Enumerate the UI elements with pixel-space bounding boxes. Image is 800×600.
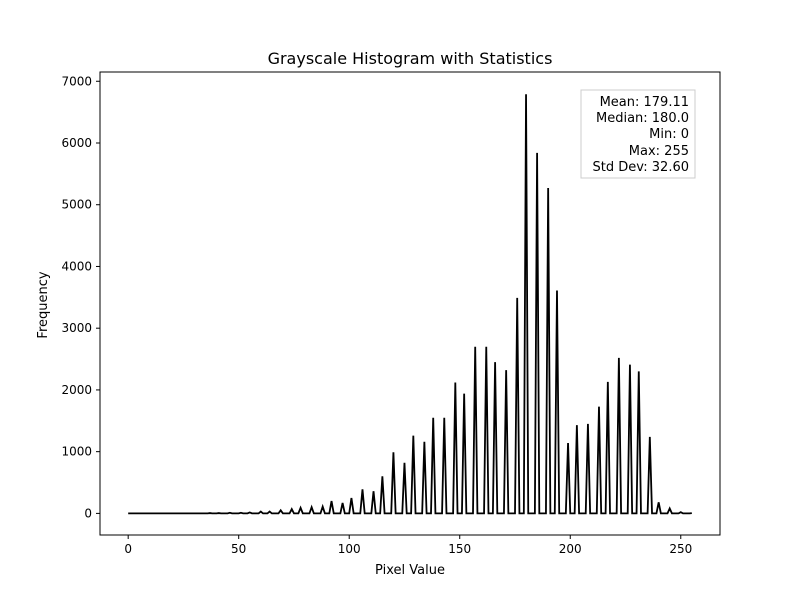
x-tick-label-0: 0 (124, 542, 132, 556)
x-tick-label-50: 50 (231, 542, 246, 556)
stats-max: Max: 255 (629, 144, 689, 159)
histogram-line (128, 94, 692, 515)
stats-box: Mean: 179.11 Median: 180.0 Min: 0 Max: 2… (580, 89, 696, 179)
plot-area: 0 50 100 150 200 250 0 1000 2000 3000 4000 5000 6000… (61, 71, 721, 556)
chart-title: Grayscale Histogram with Statistics (268, 49, 553, 68)
stats-std-dev: Std Dev: 32.60 (593, 160, 689, 175)
x-tick-label-150: 150 (448, 542, 471, 556)
y-tick-label-3000: 3000 (61, 321, 92, 335)
x-tick-label-100: 100 (338, 542, 361, 556)
y-tick-label-7000: 7000 (61, 74, 92, 88)
y-tick-label-1000: 1000 (61, 445, 92, 459)
stats-mean: Mean: 179.11 (600, 95, 689, 110)
x-axis-label: Pixel Value (375, 563, 445, 578)
x-tick-label-250: 250 (669, 542, 692, 556)
stats-box-frame (580, 89, 696, 179)
y-axis-label: Frequency (36, 271, 51, 338)
y-tick-label-0: 0 (84, 506, 92, 520)
x-tick-label-200: 200 (559, 542, 582, 556)
y-tick-label-5000: 5000 (61, 198, 92, 212)
y-tick-label-6000: 6000 (61, 136, 92, 150)
y-tick-label-4000: 4000 (61, 259, 92, 273)
y-tick-label-2000: 2000 (61, 383, 92, 397)
stats-min: Min: 0 (649, 127, 689, 142)
stats-median: Median: 180.0 (596, 111, 689, 126)
axes-frame (99, 71, 721, 536)
